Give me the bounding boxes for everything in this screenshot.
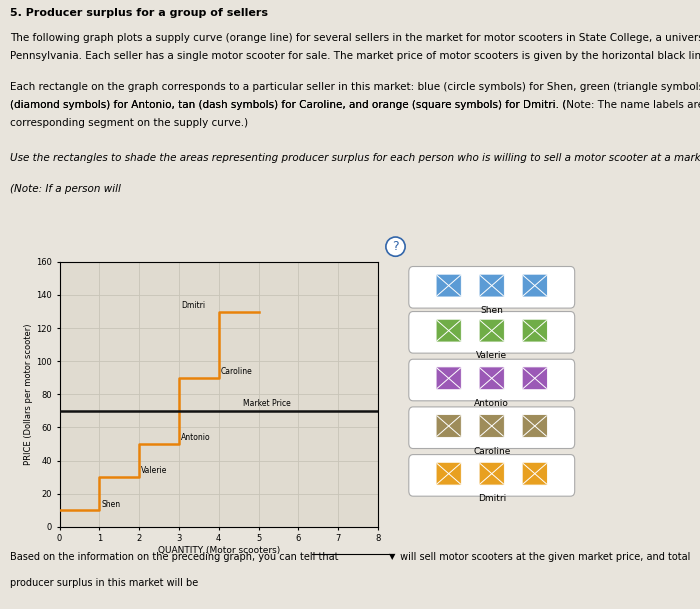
Text: Shen: Shen [480, 306, 503, 315]
Text: Caroline: Caroline [220, 367, 253, 376]
Text: Based on the information on the preceding graph, you can tell that: Based on the information on the precedin… [10, 552, 339, 562]
Text: corresponding segment on the supply curve.): corresponding segment on the supply curv… [10, 118, 248, 128]
Text: Use the rectangles to shade the areas representing producer surplus for each per: Use the rectangles to shade the areas re… [10, 153, 700, 163]
Text: (Note: If a person will: (Note: If a person will [10, 184, 125, 194]
Text: Pennsylvania. Each seller has a single motor scooter for sale. The market price : Pennsylvania. Each seller has a single m… [10, 51, 700, 61]
Text: Antonio: Antonio [475, 399, 509, 408]
Text: (diamond symbols) for Antonio, tan (dash symbols) for Caroline, and orange (squa: (diamond symbols) for Antonio, tan (dash… [10, 100, 567, 110]
Text: The following graph plots a supply curve (orange line) for several sellers in th: The following graph plots a supply curve… [10, 33, 700, 43]
Text: Caroline: Caroline [473, 446, 510, 456]
FancyBboxPatch shape [480, 415, 505, 437]
FancyBboxPatch shape [480, 462, 505, 485]
FancyBboxPatch shape [522, 462, 547, 485]
Text: Antonio: Antonio [181, 434, 211, 442]
FancyBboxPatch shape [436, 462, 461, 485]
FancyBboxPatch shape [409, 359, 575, 401]
FancyBboxPatch shape [409, 312, 575, 353]
Text: ?: ? [392, 240, 399, 253]
FancyBboxPatch shape [480, 367, 505, 390]
Text: Shen: Shen [102, 499, 120, 509]
FancyBboxPatch shape [436, 319, 461, 342]
FancyBboxPatch shape [436, 274, 461, 297]
FancyBboxPatch shape [480, 319, 505, 342]
Text: ▼: ▼ [389, 552, 395, 561]
Text: Dmitri: Dmitri [477, 495, 506, 503]
FancyBboxPatch shape [436, 367, 461, 390]
FancyBboxPatch shape [409, 267, 575, 308]
Text: producer surplus in this market will be: producer surplus in this market will be [10, 579, 199, 588]
FancyBboxPatch shape [522, 415, 547, 437]
Y-axis label: PRICE (Dollars per motor scooter): PRICE (Dollars per motor scooter) [25, 323, 33, 465]
FancyBboxPatch shape [522, 319, 547, 342]
Text: Valerie: Valerie [476, 351, 508, 361]
X-axis label: QUANTITY (Motor scooters): QUANTITY (Motor scooters) [158, 546, 280, 555]
Text: Valerie: Valerie [141, 466, 167, 476]
FancyBboxPatch shape [409, 407, 575, 448]
FancyBboxPatch shape [436, 415, 461, 437]
FancyBboxPatch shape [522, 274, 547, 297]
Text: Dmitri: Dmitri [181, 301, 205, 310]
Text: Each rectangle on the graph corresponds to a particular seller in this market: b: Each rectangle on the graph corresponds … [10, 82, 700, 92]
Text: (diamond symbols) for Antonio, tan (dash symbols) for Caroline, and orange (squa: (diamond symbols) for Antonio, tan (dash… [10, 100, 700, 110]
Text: 5. Producer surplus for a group of sellers: 5. Producer surplus for a group of selle… [10, 8, 269, 18]
FancyBboxPatch shape [522, 367, 547, 390]
Text: will sell motor scooters at the given market price, and total: will sell motor scooters at the given ma… [397, 552, 690, 562]
FancyBboxPatch shape [409, 454, 575, 496]
Text: Market Price: Market Price [243, 398, 290, 407]
FancyBboxPatch shape [480, 274, 505, 297]
